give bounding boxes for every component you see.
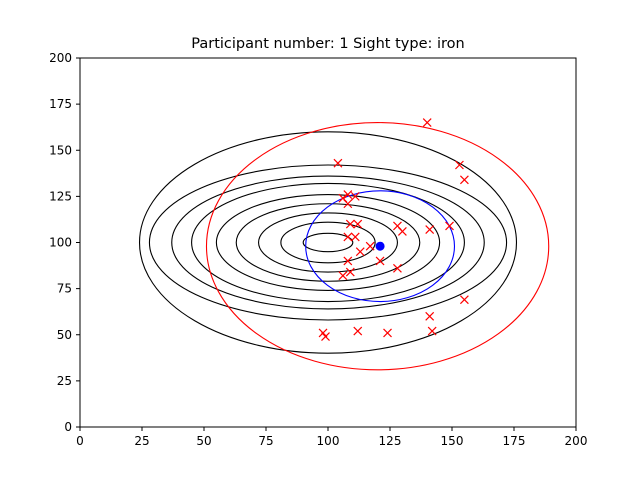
x-axis: 0 25 50 75 100 125 150 175 200	[76, 427, 587, 448]
shot-marker-13	[425, 225, 435, 235]
shot-marker-8	[343, 199, 353, 209]
shot-marker-26	[427, 326, 437, 336]
y-tick-label-100: 100	[49, 236, 72, 250]
x-tick-label-75: 75	[258, 434, 273, 448]
x-tick-label-100: 100	[317, 434, 340, 448]
chart-title: Participant number: 1 Sight type: iron	[191, 36, 464, 52]
shot-marker-5	[343, 190, 353, 199]
shot-marker-25	[425, 311, 435, 321]
mean-point	[375, 241, 385, 251]
shot-marker-20	[343, 256, 353, 266]
x-tick-label-25: 25	[134, 434, 149, 448]
y-tick-label-25: 25	[57, 374, 72, 388]
plot-area	[79, 57, 577, 428]
shot-marker-6	[350, 191, 360, 201]
shot-marker-27	[353, 326, 363, 336]
target-ring-9	[138, 131, 518, 354]
shot-marker-17	[365, 241, 375, 251]
shot-marker-18	[355, 247, 365, 257]
shot-marker-22	[345, 267, 355, 277]
y-tick-label-150: 150	[49, 143, 72, 157]
shot-marker-23	[338, 271, 348, 281]
y-tick-label-50: 50	[57, 328, 72, 342]
target-ring-8	[148, 164, 508, 321]
shot-marker-9	[345, 219, 355, 229]
shot-marker-30	[321, 332, 330, 342]
x-tick-label-150: 150	[441, 434, 464, 448]
shot-marker-2	[333, 158, 343, 168]
shot-marker-24	[459, 295, 469, 305]
target-ring-3	[258, 212, 398, 273]
target-ring-4	[235, 203, 421, 282]
y-tick-label-75: 75	[57, 282, 72, 296]
shot-marker-3	[455, 160, 464, 170]
y-tick-label-0: 0	[64, 420, 72, 434]
spread-ellipse	[205, 122, 550, 371]
shot-marker-15	[343, 232, 353, 242]
plot-frame	[79, 57, 577, 428]
x-tick-label-0: 0	[76, 434, 84, 448]
target-ring-7	[171, 175, 485, 310]
x-tick-label-175: 175	[503, 434, 526, 448]
shot-marker-10	[353, 219, 363, 229]
shot-marker-19	[375, 256, 385, 266]
target-ring-6	[191, 182, 465, 303]
x-tick-label-125: 125	[379, 434, 402, 448]
shot-marker-14	[445, 221, 454, 231]
shot-marker-4	[459, 175, 469, 185]
shot-marker-28	[383, 328, 392, 338]
shot-marker-21	[393, 263, 402, 273]
target-ring-1	[302, 232, 354, 253]
x-tick-label-50: 50	[196, 434, 211, 448]
y-axis: 0 25 50 75 100 125 150 175 200	[49, 51, 80, 434]
plot-content	[138, 118, 550, 371]
shot-marker-12	[397, 227, 407, 236]
y-tick-label-200: 200	[49, 51, 72, 65]
group-ellipse	[305, 190, 456, 303]
y-tick-label-125: 125	[49, 189, 72, 203]
y-tick-label-175: 175	[49, 97, 72, 111]
x-tick-label-200: 200	[565, 434, 588, 448]
target-ring-2	[280, 221, 376, 264]
target-ring-5	[215, 193, 441, 292]
shot-marker-16	[350, 232, 360, 242]
shot-marker-1	[422, 118, 432, 127]
